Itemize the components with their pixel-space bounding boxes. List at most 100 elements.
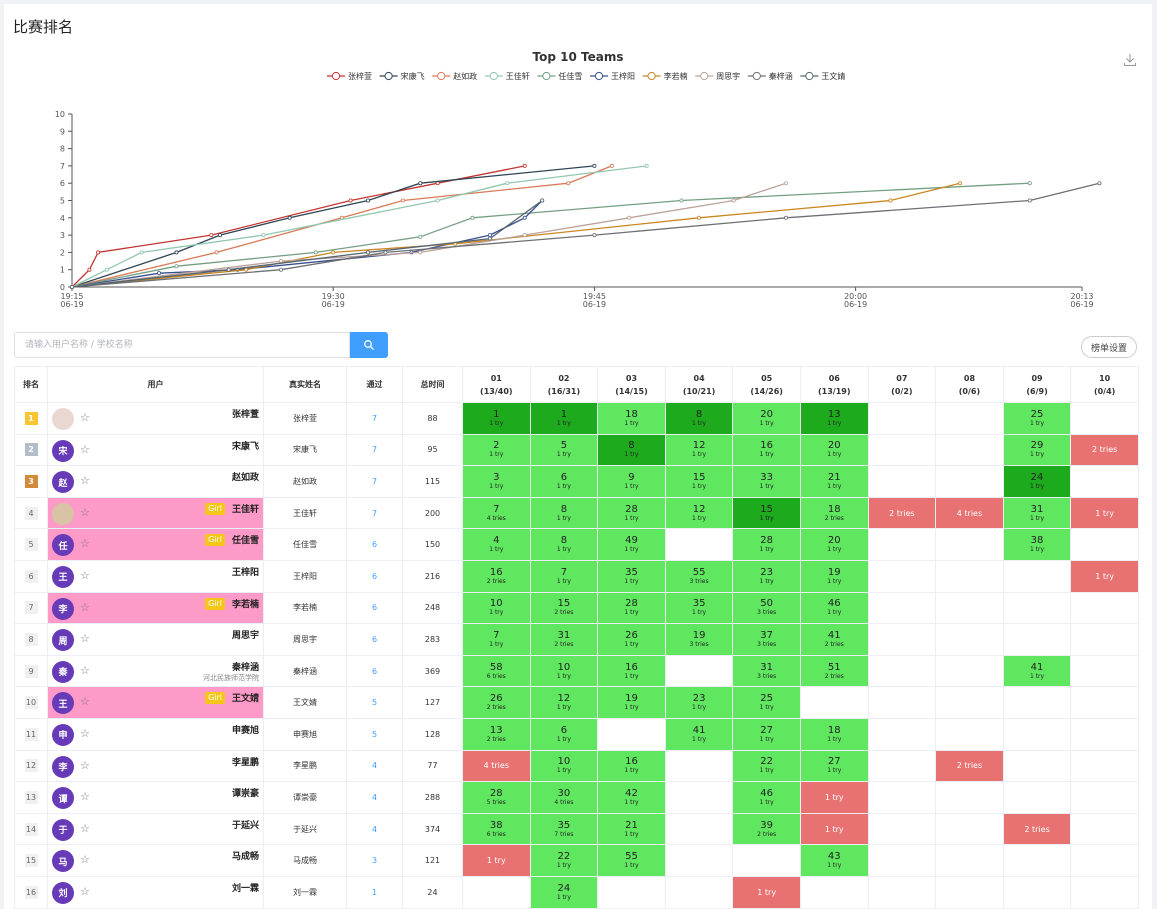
username[interactable]: 赵如政 xyxy=(231,473,259,484)
solved-count[interactable]: 4 xyxy=(346,812,403,846)
username[interactable]: 申赛旭 xyxy=(231,725,259,736)
avatar[interactable]: 王 xyxy=(52,565,74,588)
solved-count[interactable]: 5 xyxy=(346,686,403,719)
user-cell[interactable]: 宋 ☆ 宋康飞 xyxy=(47,433,264,467)
star-icon[interactable]: ☆ xyxy=(80,442,90,456)
star-icon[interactable]: ☆ xyxy=(80,663,90,677)
search-button[interactable] xyxy=(350,332,388,358)
header-problem[interactable]: 08 (0/6) xyxy=(935,366,1004,403)
avatar[interactable] xyxy=(52,502,74,525)
user-cell[interactable]: 王 ☆ Girl 王文婧 xyxy=(47,686,264,719)
header-problem[interactable]: 09 (6/9) xyxy=(1002,366,1072,403)
ranking-settings-button[interactable]: 榜单设置 xyxy=(1081,336,1137,358)
user-cell[interactable]: 李 ☆ Girl 李若楠 xyxy=(47,591,264,625)
y-tick-label: 2 xyxy=(60,248,65,257)
solved-count[interactable]: 6 xyxy=(346,528,403,561)
avatar[interactable]: 王 xyxy=(52,692,74,715)
username[interactable]: 王文婧 xyxy=(231,694,259,705)
solved-count[interactable]: 6 xyxy=(346,591,403,625)
search-input[interactable] xyxy=(14,332,350,358)
avatar[interactable]: 周 xyxy=(52,629,74,652)
header-problem[interactable]: 04 (10/21) xyxy=(664,366,734,403)
header-problem[interactable]: 01 (13/40) xyxy=(462,366,531,403)
download-icon[interactable] xyxy=(1122,52,1138,68)
solved-count[interactable]: 3 xyxy=(346,844,403,877)
username[interactable]: 谭崇豪 xyxy=(231,789,259,800)
user-cell[interactable]: 王 ☆ 王梓阳 xyxy=(47,559,264,593)
solved-count[interactable]: 7 xyxy=(346,496,403,530)
user-cell[interactable]: 于 ☆ 于延兴 xyxy=(47,812,264,846)
username[interactable]: 王佳轩 xyxy=(231,504,259,515)
star-icon[interactable]: ☆ xyxy=(80,758,90,772)
user-cell[interactable]: 周 ☆ 周思宇 xyxy=(47,623,264,656)
solved-count[interactable]: 7 xyxy=(346,465,403,498)
star-icon[interactable]: ☆ xyxy=(80,726,90,740)
avatar[interactable]: 宋 xyxy=(52,439,74,462)
avatar[interactable]: 刘 xyxy=(52,881,74,904)
header-problem[interactable]: 05 (14/26) xyxy=(732,366,801,403)
solved-count[interactable]: 6 xyxy=(346,559,403,593)
user-cell[interactable]: 申 ☆ 申赛旭 xyxy=(47,717,264,751)
username[interactable]: 宋康飞 xyxy=(231,441,259,452)
star-icon[interactable]: ☆ xyxy=(80,695,90,709)
solved-count[interactable]: 1 xyxy=(346,875,403,909)
star-icon[interactable]: ☆ xyxy=(80,821,90,835)
username[interactable]: 于延兴 xyxy=(231,820,259,831)
star-icon[interactable]: ☆ xyxy=(80,474,90,488)
username[interactable]: 马成畅 xyxy=(231,852,259,863)
header-problem[interactable]: 03 (14/15) xyxy=(597,366,666,403)
series-point xyxy=(731,198,736,203)
solved-count[interactable]: 7 xyxy=(346,402,403,435)
avatar[interactable]: 任 xyxy=(52,534,74,557)
username[interactable]: 张梓萱 xyxy=(231,410,259,420)
star-icon[interactable]: ☆ xyxy=(80,600,90,614)
user-cell[interactable]: 李 ☆ 李星鹏 xyxy=(47,749,264,783)
username[interactable]: 刘一霖 xyxy=(231,883,259,894)
username[interactable]: 任佳雪 xyxy=(231,536,259,547)
avatar[interactable] xyxy=(52,408,74,430)
solved-count[interactable]: 7 xyxy=(346,433,403,467)
header-problem[interactable]: 02 (16/31) xyxy=(529,366,599,403)
avatar[interactable]: 马 xyxy=(52,850,74,873)
username[interactable]: 李若楠 xyxy=(231,599,259,610)
header-problem[interactable]: 06 (13/19) xyxy=(799,366,869,403)
star-icon[interactable]: ☆ xyxy=(80,884,90,898)
star-icon[interactable]: ☆ xyxy=(80,790,90,804)
header-problem[interactable]: 07 (0/2) xyxy=(867,366,937,403)
user-cell[interactable]: 赵 ☆ 赵如政 xyxy=(47,465,264,498)
solved-count[interactable]: 5 xyxy=(346,717,403,751)
solved-count[interactable]: 4 xyxy=(346,749,403,783)
star-icon[interactable]: ☆ xyxy=(80,568,90,582)
user-cell[interactable]: 马 ☆ 马成畅 xyxy=(47,844,264,877)
user-cell[interactable]: 秦 ☆ 秦梓涵 河北民族师范学院 xyxy=(47,654,264,688)
solved-count[interactable]: 6 xyxy=(346,654,403,688)
star-icon[interactable]: ☆ xyxy=(80,505,90,519)
avatar[interactable]: 申 xyxy=(52,723,74,746)
solve-time: 31 xyxy=(557,629,571,641)
username[interactable]: 秦梓涵 xyxy=(231,662,259,673)
y-tick-label: 1 xyxy=(60,266,65,275)
user-cell[interactable]: 谭 ☆ 谭崇豪 xyxy=(47,781,264,814)
star-icon[interactable]: ☆ xyxy=(80,853,90,867)
avatar[interactable]: 赵 xyxy=(52,471,74,494)
header-problem[interactable]: 10 (0/4) xyxy=(1070,366,1139,403)
star-icon[interactable]: ☆ xyxy=(80,632,90,646)
try-count: 1 try xyxy=(827,451,842,459)
user-cell[interactable]: 任 ☆ Girl 任佳雪 xyxy=(47,528,264,561)
user-cell[interactable]: 刘 ☆ 刘一霖 xyxy=(47,875,264,909)
username[interactable]: 李星鹏 xyxy=(231,757,259,768)
user-cell[interactable]: ☆ Girl 王佳轩 xyxy=(47,496,264,530)
avatar[interactable]: 于 xyxy=(52,818,74,841)
problem-cell-empty xyxy=(732,844,801,877)
avatar[interactable]: 李 xyxy=(52,755,74,778)
username[interactable]: 周思宇 xyxy=(231,631,259,642)
solved-count[interactable]: 4 xyxy=(346,781,403,814)
star-icon[interactable]: ☆ xyxy=(80,411,90,424)
username[interactable]: 王梓阳 xyxy=(231,567,259,578)
avatar[interactable]: 谭 xyxy=(52,787,74,810)
user-cell[interactable]: ☆ 张梓萱 xyxy=(47,402,264,435)
avatar[interactable]: 李 xyxy=(52,597,74,620)
solved-count[interactable]: 6 xyxy=(346,623,403,656)
star-icon[interactable]: ☆ xyxy=(80,537,90,551)
avatar[interactable]: 秦 xyxy=(52,660,74,683)
